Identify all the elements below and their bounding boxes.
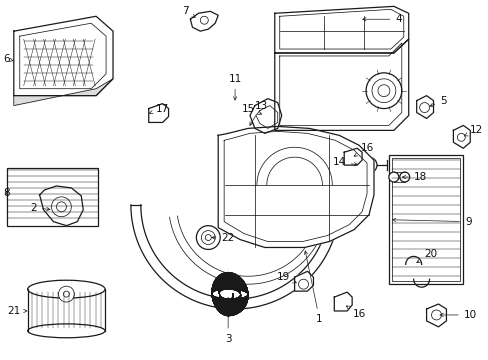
Polygon shape xyxy=(426,304,446,327)
Polygon shape xyxy=(334,292,351,311)
Polygon shape xyxy=(40,186,83,226)
Circle shape xyxy=(365,161,372,169)
Circle shape xyxy=(456,133,464,141)
Text: 11: 11 xyxy=(228,74,241,100)
Polygon shape xyxy=(20,23,106,89)
Circle shape xyxy=(371,79,395,103)
Text: 8: 8 xyxy=(3,188,10,198)
Text: 19: 19 xyxy=(277,272,296,283)
Circle shape xyxy=(431,310,441,320)
Circle shape xyxy=(200,16,208,24)
Polygon shape xyxy=(279,9,403,49)
Text: 10: 10 xyxy=(439,310,476,320)
Text: 3: 3 xyxy=(224,298,231,344)
Polygon shape xyxy=(224,131,366,242)
Circle shape xyxy=(196,226,220,249)
Ellipse shape xyxy=(28,280,105,298)
Polygon shape xyxy=(274,39,408,130)
Circle shape xyxy=(360,157,376,173)
Circle shape xyxy=(388,172,398,182)
Text: 22: 22 xyxy=(211,233,234,243)
Text: 7: 7 xyxy=(182,6,195,17)
Ellipse shape xyxy=(28,324,105,338)
Text: 5: 5 xyxy=(429,96,446,107)
Polygon shape xyxy=(255,105,277,129)
Circle shape xyxy=(59,286,74,302)
Polygon shape xyxy=(148,104,168,122)
Circle shape xyxy=(399,172,409,182)
Circle shape xyxy=(56,202,66,212)
Text: 4: 4 xyxy=(362,14,401,24)
Text: 20: 20 xyxy=(416,249,436,262)
Polygon shape xyxy=(14,79,113,105)
Polygon shape xyxy=(279,43,401,125)
Circle shape xyxy=(201,231,215,244)
Text: 14: 14 xyxy=(332,157,357,167)
Circle shape xyxy=(298,279,308,289)
Circle shape xyxy=(205,235,211,240)
Text: 6: 6 xyxy=(3,54,13,64)
Circle shape xyxy=(51,197,71,217)
Bar xyxy=(388,155,462,284)
Text: 12: 12 xyxy=(463,125,482,136)
Text: 16: 16 xyxy=(346,306,365,319)
Circle shape xyxy=(366,73,401,109)
Text: 21: 21 xyxy=(7,306,27,316)
Polygon shape xyxy=(344,148,361,165)
Text: 18: 18 xyxy=(402,172,427,182)
Polygon shape xyxy=(416,96,433,118)
Polygon shape xyxy=(294,271,313,291)
Text: 17: 17 xyxy=(149,104,169,114)
Polygon shape xyxy=(249,99,281,133)
Polygon shape xyxy=(218,126,373,247)
Bar xyxy=(391,158,459,281)
Bar xyxy=(7,168,98,226)
Polygon shape xyxy=(452,125,469,148)
Text: 16: 16 xyxy=(353,143,373,156)
Text: 15: 15 xyxy=(241,104,261,114)
Text: 1: 1 xyxy=(304,251,322,324)
Circle shape xyxy=(63,291,69,297)
Circle shape xyxy=(419,103,428,113)
Polygon shape xyxy=(14,16,113,96)
Circle shape xyxy=(377,85,389,96)
Text: 13: 13 xyxy=(249,100,268,125)
Polygon shape xyxy=(274,6,408,53)
Polygon shape xyxy=(190,11,218,31)
Text: 2: 2 xyxy=(30,203,50,213)
Text: 9: 9 xyxy=(392,217,470,227)
